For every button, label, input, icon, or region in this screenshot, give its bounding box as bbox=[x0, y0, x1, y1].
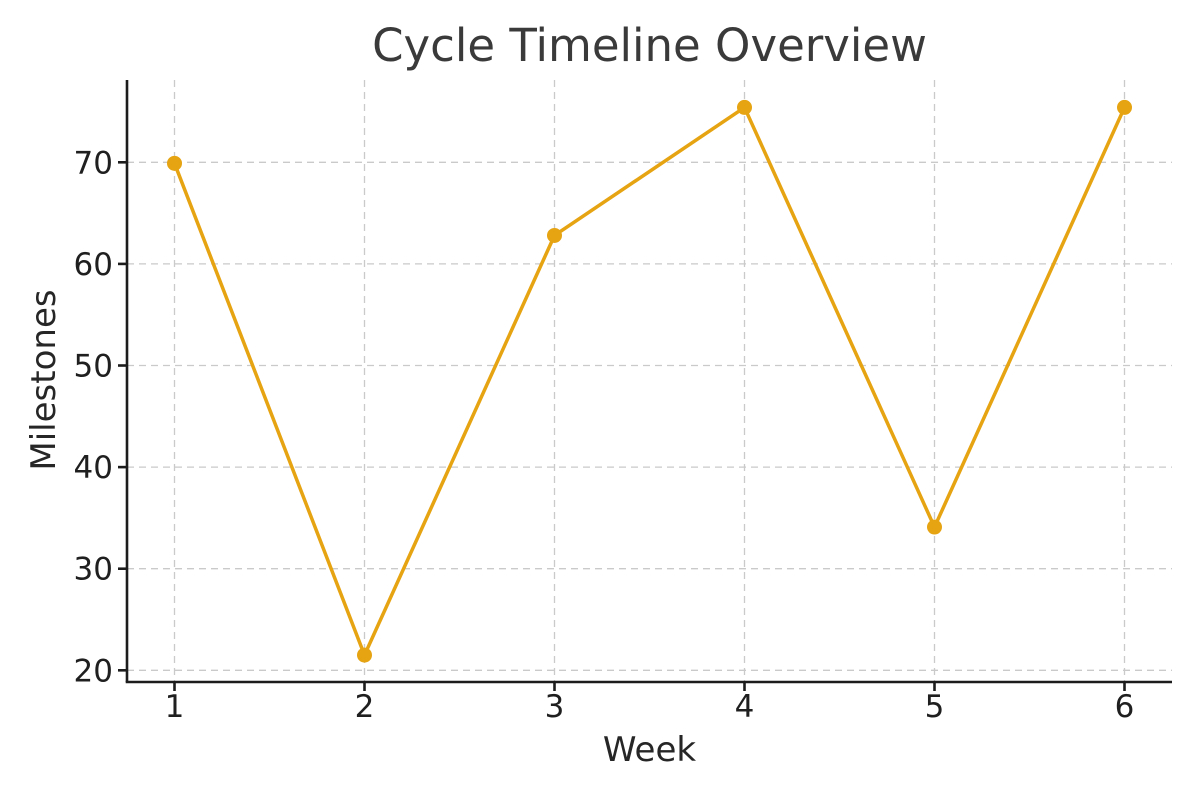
data-point-marker bbox=[1117, 99, 1132, 115]
y-tick-label: 70 bbox=[74, 145, 113, 181]
data-point-marker bbox=[547, 227, 562, 243]
x-tick-label: 1 bbox=[165, 689, 185, 725]
x-tick-label: 6 bbox=[1115, 689, 1135, 725]
y-tick-label: 20 bbox=[74, 653, 113, 689]
y-tick-label: 40 bbox=[74, 450, 113, 486]
data-point-marker bbox=[927, 519, 942, 535]
x-tick-label: 5 bbox=[925, 689, 945, 725]
data-point-marker bbox=[167, 155, 182, 171]
data-point-marker bbox=[357, 647, 372, 663]
x-tick-label: 2 bbox=[355, 689, 375, 725]
y-axis-label: Milestones bbox=[24, 289, 64, 471]
y-tick-label: 60 bbox=[74, 247, 113, 283]
y-tick-label: 30 bbox=[74, 552, 113, 588]
x-tick-label: 3 bbox=[545, 689, 565, 725]
chart-title: Cycle Timeline Overview bbox=[372, 19, 927, 72]
x-axis-label: Week bbox=[602, 730, 697, 770]
x-tick-label: 4 bbox=[735, 689, 755, 725]
y-tick-label: 50 bbox=[74, 349, 113, 385]
series-line bbox=[172, 105, 1127, 657]
data-point-marker bbox=[737, 99, 752, 115]
